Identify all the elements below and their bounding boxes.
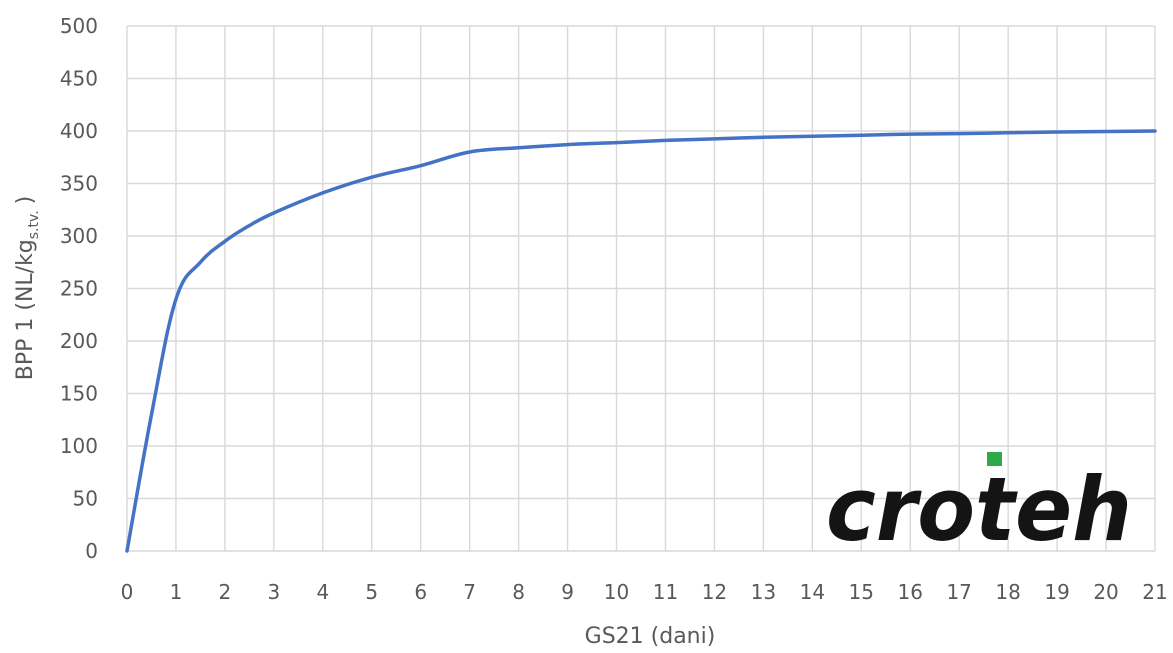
y-axis-ticks: 0 50 100 150 200 250 300 350 400 450 500 [60, 14, 98, 563]
y-tick-label: 450 [60, 67, 98, 91]
x-tick-label: 20 [1093, 580, 1118, 604]
y-tick-label: 500 [60, 14, 98, 38]
x-tick-label: 1 [170, 580, 183, 604]
grid [126, 25, 1156, 552]
x-tick-label: 12 [702, 580, 727, 604]
x-tick-label: 19 [1044, 580, 1069, 604]
y-tick-label: 100 [60, 434, 98, 458]
x-tick-label: 4 [316, 580, 329, 604]
x-tick-label: 17 [946, 580, 971, 604]
y-tick-label: 50 [73, 487, 98, 511]
x-tick-label: 7 [463, 580, 476, 604]
x-tick-label: 2 [219, 580, 232, 604]
y-axis-label-main: BPP 1 (NL/kg [13, 239, 38, 380]
y-axis-label: BPP 1 (NL/kgs.tv.) [13, 196, 42, 381]
y-tick-label: 300 [60, 224, 98, 248]
x-tick-label: 16 [898, 580, 923, 604]
x-tick-label: 6 [414, 580, 427, 604]
y-tick-label: 250 [60, 277, 98, 301]
x-tick-label: 14 [800, 580, 825, 604]
y-tick-label: 400 [60, 119, 98, 143]
y-tick-label: 150 [60, 382, 98, 406]
x-tick-label: 15 [849, 580, 874, 604]
x-tick-label: 0 [121, 580, 134, 604]
y-axis-label-end: ) [13, 196, 38, 205]
croteh-logo: croteh [826, 452, 1132, 561]
x-axis-label: GS21 (dani) [585, 624, 716, 649]
x-tick-label: 13 [751, 580, 776, 604]
series-layer [125, 129, 1157, 553]
x-tick-label: 8 [512, 580, 525, 604]
y-tick-label: 350 [60, 172, 98, 196]
x-tick-label: 5 [365, 580, 378, 604]
logo-dot [987, 452, 1002, 466]
logo-text: croteh [826, 458, 1132, 561]
series-line [125, 129, 1157, 553]
x-tick-label: 10 [604, 580, 629, 604]
y-tick-label: 200 [60, 329, 98, 353]
x-tick-label: 9 [561, 580, 574, 604]
x-tick-label: 18 [995, 580, 1020, 604]
x-tick-label: 11 [653, 580, 678, 604]
x-axis-ticks: 0 1 2 3 4 5 6 7 8 9 10 11 12 13 14 15 16 17 18 19 20 21 [121, 580, 1168, 604]
x-tick-label: 3 [267, 580, 280, 604]
x-tick-label: 21 [1142, 580, 1167, 604]
y-axis-label-sub: s.tv. [26, 210, 42, 239]
y-tick-label: 0 [85, 539, 98, 563]
